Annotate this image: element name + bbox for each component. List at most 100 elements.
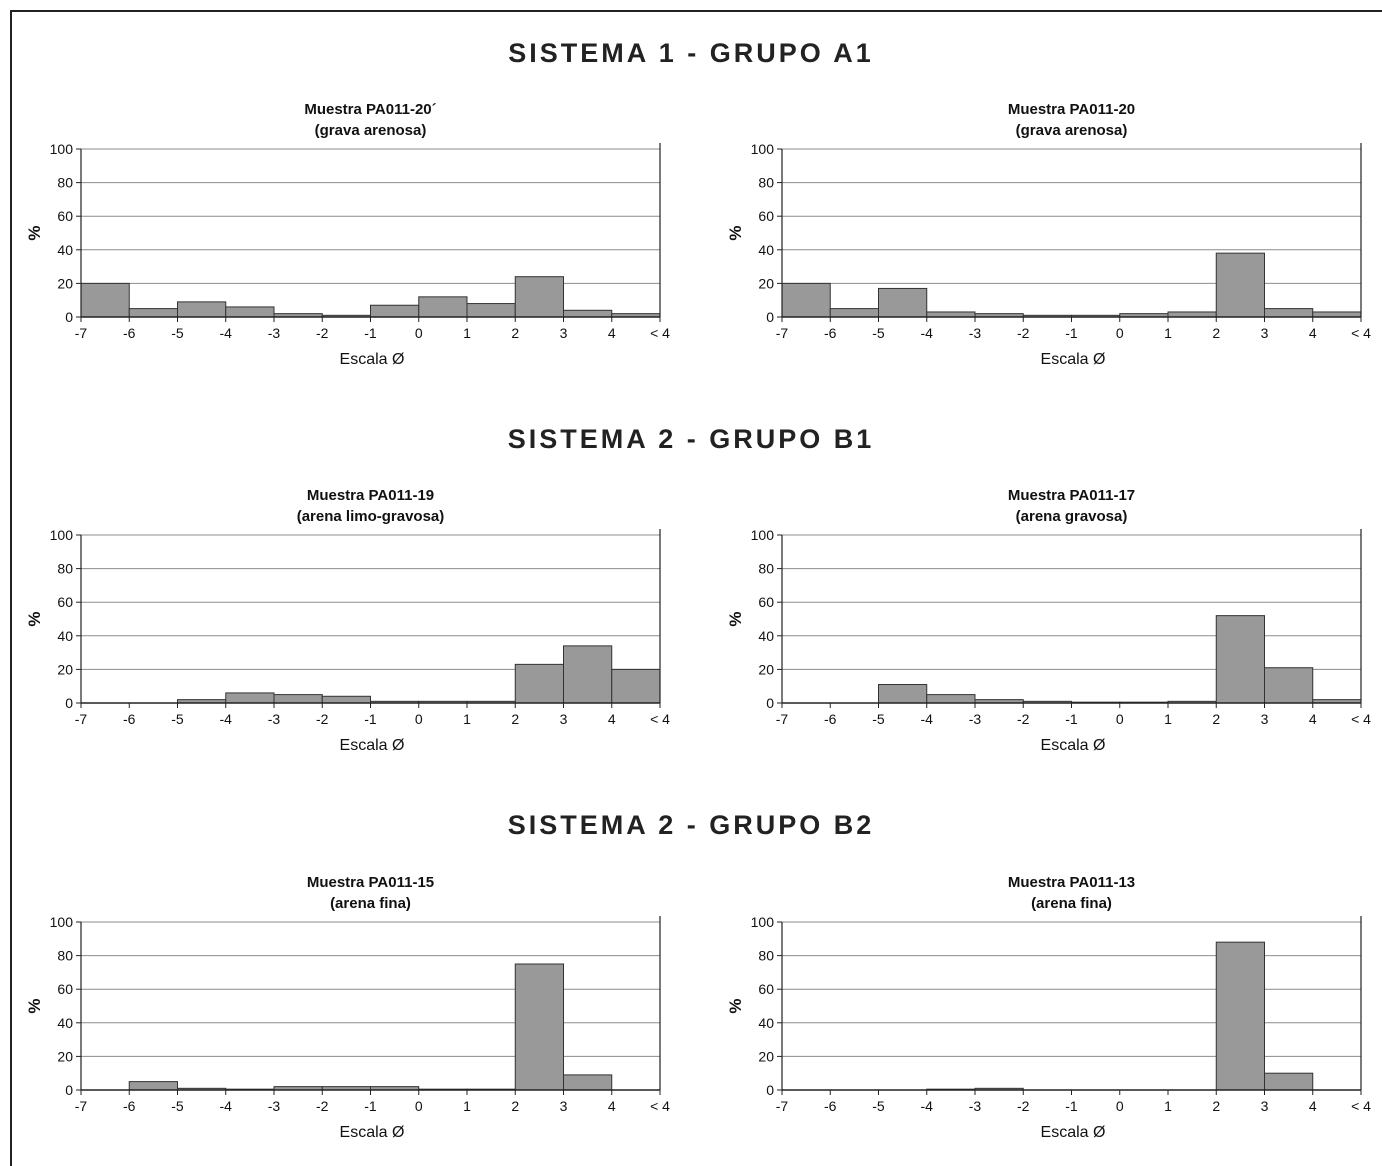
- chart-subtitle: (arena limo-gravosa): [297, 508, 445, 525]
- y-tick-label: 20: [57, 275, 73, 291]
- x-tick-label: 0: [1116, 711, 1124, 727]
- chart-title: Muestra PA011-20´: [304, 101, 436, 118]
- x-tick-label: 0: [415, 711, 423, 727]
- bar: [225, 692, 275, 704]
- x-tick-label: -6: [123, 325, 136, 341]
- x-axis-label: Escala Ø: [340, 351, 405, 368]
- bar: [273, 694, 323, 704]
- x-tick-label: 1: [463, 711, 471, 727]
- bar: [1264, 308, 1314, 318]
- y-tick-label: 80: [57, 175, 73, 191]
- y-axis-label: %: [25, 225, 44, 240]
- x-tick-label: -2: [316, 1098, 329, 1114]
- bar: [370, 304, 420, 318]
- bar: [878, 684, 928, 704]
- y-tick-label: 100: [751, 914, 775, 930]
- y-tick-label: 0: [766, 1082, 774, 1098]
- x-tick-label: -1: [1065, 711, 1078, 727]
- x-tick-label: 2: [511, 325, 519, 341]
- x-tick-label: 2: [1212, 711, 1220, 727]
- x-tick-label: 4: [608, 325, 616, 341]
- chart-subtitle: (arena gravosa): [1016, 508, 1128, 525]
- y-tick-label: 40: [57, 1015, 73, 1031]
- y-tick-label: 0: [766, 695, 774, 711]
- chart-subtitle: (grava arenosa): [315, 122, 427, 139]
- x-tick-label: -2: [316, 325, 329, 341]
- y-tick-label: 80: [758, 175, 774, 191]
- x-tick-label: -6: [123, 1098, 136, 1114]
- bar: [1215, 941, 1265, 1091]
- x-tick-label: < 4: [650, 711, 670, 727]
- bar: [321, 695, 371, 704]
- bar: [829, 308, 879, 318]
- x-tick-label: -2: [1017, 325, 1030, 341]
- bar: [563, 645, 613, 704]
- x-tick-label: 2: [1212, 325, 1220, 341]
- y-tick-label: 100: [50, 527, 74, 543]
- x-tick-label: -2: [316, 711, 329, 727]
- x-tick-label: 2: [1212, 1098, 1220, 1114]
- x-tick-label: -5: [872, 325, 885, 341]
- x-tick-label: -1: [1065, 1098, 1078, 1114]
- x-tick-label: -6: [824, 325, 837, 341]
- x-tick-label: 4: [608, 711, 616, 727]
- y-tick-label: 20: [758, 1048, 774, 1064]
- y-tick-label: 80: [57, 561, 73, 577]
- y-tick-label: 20: [57, 661, 73, 677]
- y-tick-label: 100: [751, 141, 775, 157]
- x-tick-label: -4: [220, 711, 233, 727]
- x-tick-label: 0: [415, 325, 423, 341]
- y-tick-label: 20: [758, 661, 774, 677]
- x-tick-label: -2: [1017, 1098, 1030, 1114]
- y-tick-label: 0: [65, 695, 73, 711]
- y-axis-label: %: [726, 611, 745, 626]
- y-tick-label: 80: [57, 948, 73, 964]
- x-tick-label: 4: [1309, 1098, 1317, 1114]
- x-tick-label: -4: [921, 711, 934, 727]
- x-tick-label: -7: [75, 325, 88, 341]
- bar: [1215, 615, 1265, 704]
- x-tick-label: -3: [268, 325, 281, 341]
- x-tick-label: 3: [560, 1098, 568, 1114]
- chart-title: Muestra PA011-13: [1008, 874, 1135, 891]
- bar: [128, 1081, 178, 1091]
- y-tick-label: 60: [758, 208, 774, 224]
- x-tick-label: 2: [511, 1098, 519, 1114]
- bar: [225, 306, 275, 318]
- x-tick-label: -4: [921, 1098, 934, 1114]
- x-tick-label: 4: [608, 1098, 616, 1114]
- section-title-a1: SISTEMA 1 - GRUPO A1: [508, 38, 874, 68]
- x-tick-label: -5: [171, 325, 184, 341]
- chart-title: Muestra PA011-20: [1008, 101, 1135, 118]
- bar: [514, 963, 564, 1091]
- y-tick-label: 20: [758, 275, 774, 291]
- section-title-b2: SISTEMA 2 - GRUPO B2: [507, 810, 875, 840]
- chart-subtitle: (arena fina): [1031, 895, 1112, 912]
- x-tick-label: < 4: [1351, 1098, 1371, 1114]
- x-tick-label: -7: [776, 1098, 789, 1114]
- bar: [1312, 311, 1362, 318]
- bar: [1167, 311, 1217, 318]
- x-tick-label: 1: [1164, 325, 1172, 341]
- x-tick-label: -3: [268, 1098, 281, 1114]
- x-tick-label: -3: [268, 711, 281, 727]
- x-axis-label: Escala Ø: [1041, 737, 1106, 754]
- y-tick-label: 100: [50, 141, 74, 157]
- x-tick-label: -4: [220, 1098, 233, 1114]
- bar: [514, 663, 564, 704]
- y-tick-label: 40: [758, 628, 774, 644]
- x-tick-label: -4: [921, 325, 934, 341]
- x-tick-label: 1: [463, 1098, 471, 1114]
- chart-subtitle: (arena fina): [330, 895, 411, 912]
- y-tick-label: 0: [766, 309, 774, 325]
- x-tick-label: 3: [560, 325, 568, 341]
- bar: [128, 308, 178, 318]
- bar: [1264, 1072, 1314, 1091]
- x-axis-label: Escala Ø: [1041, 351, 1106, 368]
- x-tick-label: 0: [1116, 325, 1124, 341]
- x-tick-label: 4: [1309, 325, 1317, 341]
- x-tick-label: -3: [969, 711, 982, 727]
- chart-1: Muestra PA011-20´(grava arenosa)02040608…: [25, 101, 670, 368]
- chart-title: Muestra PA011-17: [1008, 487, 1135, 504]
- x-tick-label: -2: [1017, 711, 1030, 727]
